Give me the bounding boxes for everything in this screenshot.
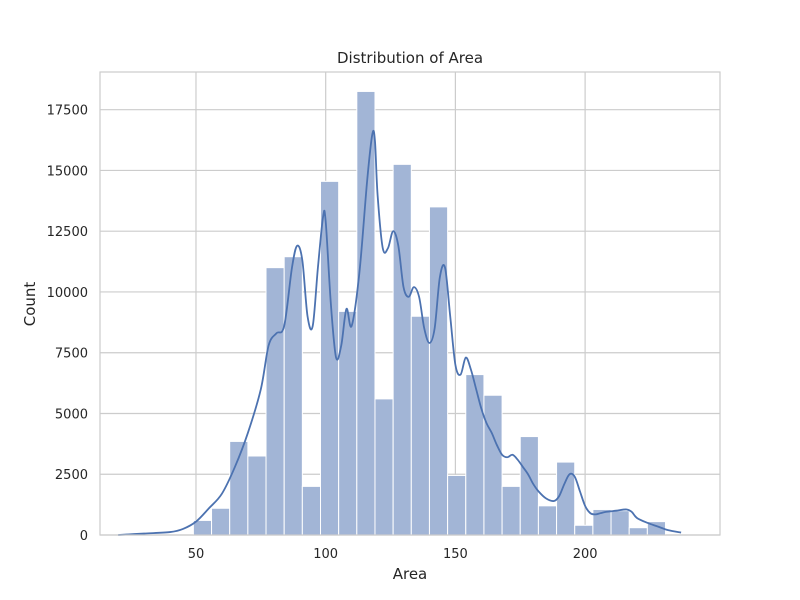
y-tick-label: 0 bbox=[80, 529, 88, 544]
histogram-bar bbox=[574, 524, 594, 536]
x-axis-ticks: 50 100 150 200 bbox=[188, 547, 598, 562]
histogram-bar bbox=[537, 505, 558, 536]
y-tick-label: 10000 bbox=[47, 286, 88, 301]
chart-title: Distribution of Area bbox=[337, 49, 483, 67]
histogram-bar bbox=[428, 206, 449, 536]
y-tick-label: 15000 bbox=[47, 164, 88, 179]
histogram-bar bbox=[301, 485, 322, 536]
y-tick-label: 17500 bbox=[47, 104, 88, 119]
histogram-bar bbox=[519, 436, 539, 536]
histogram-bar bbox=[374, 398, 394, 536]
histogram-bar bbox=[501, 485, 521, 536]
histogram-bar bbox=[265, 267, 285, 536]
y-tick-label: 12500 bbox=[47, 225, 88, 240]
histogram-bar bbox=[283, 256, 303, 536]
histogram-bar bbox=[610, 510, 630, 536]
x-tick-label: 50 bbox=[188, 547, 205, 562]
x-tick-label: 200 bbox=[573, 547, 598, 562]
histogram-bar bbox=[392, 163, 412, 536]
histogram-bar bbox=[356, 90, 376, 536]
histogram-bar bbox=[247, 455, 267, 536]
y-axis-ticks: 0 2500 5000 7500 10000 12500 15000 17500 bbox=[47, 104, 88, 544]
x-axis-label: Area bbox=[393, 565, 428, 583]
y-tick-label: 5000 bbox=[55, 407, 88, 422]
histogram-bar bbox=[465, 374, 485, 536]
y-axis-label: Count bbox=[21, 282, 39, 327]
y-tick-label: 2500 bbox=[55, 468, 88, 483]
histogram-bar bbox=[211, 507, 231, 536]
histogram-bar bbox=[410, 315, 430, 536]
x-tick-label: 150 bbox=[443, 547, 468, 562]
histogram-bar bbox=[628, 527, 648, 536]
histogram-bars bbox=[192, 90, 667, 536]
x-tick-label: 100 bbox=[313, 547, 338, 562]
histogram-bar bbox=[483, 394, 503, 536]
histogram-bar bbox=[447, 474, 467, 536]
plot-frame bbox=[99, 71, 721, 536]
y-tick-label: 7500 bbox=[55, 347, 88, 362]
kde-curve bbox=[118, 129, 682, 536]
